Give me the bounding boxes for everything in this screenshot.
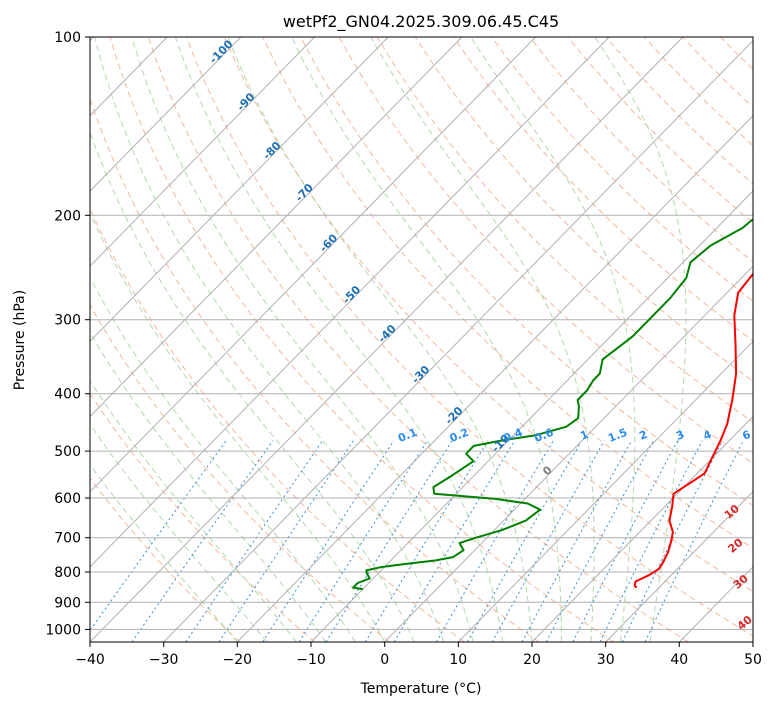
isotherm-line (605, 490, 753, 642)
moist-adiabat-line (90, 211, 386, 642)
moist-adiabat-line (131, 37, 474, 642)
axis-ticks: −40 −30 −20 −10 0 10 20 30 40 50 100 200 300 400 500 60… (45, 30, 762, 668)
isotherm-line (90, 37, 389, 343)
isotherm-line (531, 415, 753, 642)
x-tick-label: 30 (597, 652, 615, 668)
temperature-profile-line (633, 272, 753, 589)
x-tick-label: −20 (223, 652, 253, 668)
y-axis-label: Pressure (hPa) (12, 290, 28, 390)
mixing-ratio-line (262, 440, 395, 642)
isotherm-line (90, 37, 315, 267)
x-tick-label: 40 (670, 652, 688, 668)
isotherm-line (457, 340, 753, 642)
y-tick-label: 1000 (45, 622, 81, 638)
isotherm-line (90, 37, 610, 568)
mixing-ratio-line (325, 440, 453, 642)
isotherm-line (384, 265, 753, 642)
dry-adiabat-line (300, 37, 753, 507)
moist-adiabat-line (90, 463, 238, 642)
y-tick-label: 400 (54, 387, 81, 403)
dry-adiabat-line (90, 392, 316, 642)
moist-adiabat-line (90, 379, 297, 642)
moist-adiabat-line (94, 37, 445, 642)
x-axis-label: Temperature (°C) (360, 681, 482, 697)
mixing-ratio-label: 1 (578, 428, 590, 443)
mixing-ratio-line (218, 440, 354, 642)
mixing-ratio-line (599, 440, 703, 642)
x-tick-label: 10 (449, 652, 467, 668)
y-tick-label: 900 (54, 595, 81, 611)
isotherm-line (236, 115, 753, 642)
x-tick-label: 20 (523, 652, 541, 668)
y-tick-label: 200 (54, 208, 81, 224)
isotherm-line (310, 190, 753, 642)
mixing-ratio-lines (90, 440, 744, 642)
dry-adiabat-line (147, 37, 689, 642)
moist-adiabat-line (227, 37, 533, 642)
mixing-ratio-line (545, 440, 655, 642)
profile-series (352, 217, 753, 591)
y-tick-label: 700 (54, 531, 81, 547)
x-tick-label: 50 (744, 652, 762, 668)
y-tick-label: 800 (54, 565, 81, 581)
dry-adiabat-line (90, 97, 540, 642)
moist-adiabat-line (90, 276, 356, 642)
mixing-ratio-line (364, 440, 489, 642)
y-tick-label: 600 (54, 491, 81, 507)
x-tick-label: 0 (380, 652, 389, 668)
moist-adiabat-line (291, 37, 562, 642)
isotherm-line (90, 37, 684, 642)
mixing-ratio-line (298, 440, 428, 642)
plot-frame (89, 36, 754, 643)
pressure-grid (90, 37, 753, 630)
theta-e-label: 40 (735, 613, 755, 633)
isotherm-line (90, 37, 536, 493)
dry-adiabat-line (491, 37, 753, 302)
dry-adiabat-line (262, 37, 753, 549)
moist-adiabat-line (90, 331, 327, 642)
isotherm-line (90, 37, 242, 192)
dry-adiabat-line (109, 37, 614, 642)
mixing-ratio-line (572, 440, 679, 642)
mixing-ratio-line (521, 440, 633, 642)
mixing-ratio-line (90, 440, 227, 632)
mixing-ratio-line (621, 440, 724, 642)
isotherm-line (163, 39, 753, 642)
isotherm-line (90, 37, 463, 418)
isotherms (90, 37, 753, 642)
chart-title: wetPf2_GN04.2025.309.06.45.C45 (283, 12, 559, 32)
mixing-ratio-line (644, 440, 744, 642)
x-tick-label: −10 (296, 652, 326, 668)
moist-adiabat-line (90, 423, 268, 642)
x-tick-label: −30 (149, 652, 179, 668)
dry-adiabat-line (90, 303, 390, 642)
mixing-ratio-label: 2 (637, 428, 649, 443)
dry-adiabat-line (224, 37, 753, 593)
moist-adiabat-line (470, 37, 636, 642)
mixing-ratio-line (393, 440, 516, 642)
dewpoint-profile-line (352, 217, 753, 591)
mixing-ratio-label: 3 (674, 428, 686, 443)
y-tick-label: 500 (54, 444, 81, 460)
x-tick-label: −40 (75, 652, 105, 668)
y-tick-label: 100 (54, 30, 81, 46)
y-tick-label: 300 (54, 313, 81, 329)
moist-adiabat-line (370, 37, 595, 642)
dry-adiabat-line (90, 477, 241, 642)
moist-adiabat-line (174, 37, 503, 642)
